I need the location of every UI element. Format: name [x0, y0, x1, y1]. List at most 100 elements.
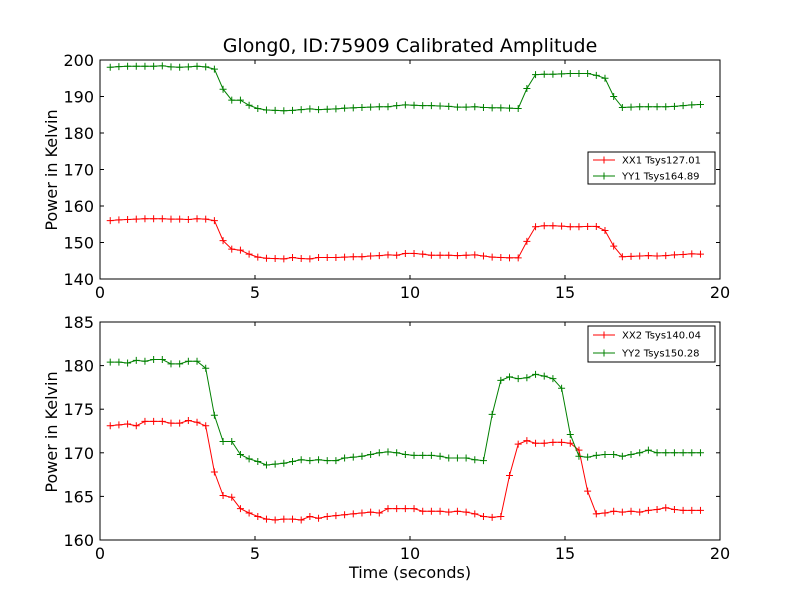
data-point: [410, 505, 418, 513]
data-point: [601, 509, 609, 517]
data-point: [202, 422, 210, 430]
data-point: [306, 105, 314, 113]
data-point: [384, 251, 392, 259]
data-point: [610, 507, 618, 515]
data-point: [662, 504, 670, 512]
data-point: [115, 63, 123, 71]
data-point: [419, 102, 427, 110]
data-point: [236, 96, 244, 104]
data-point: [410, 249, 418, 257]
data-point: [471, 456, 479, 464]
data-point: [653, 252, 661, 260]
data-point: [158, 355, 166, 363]
data-point: [566, 430, 574, 438]
x-tick-label: 15: [555, 283, 575, 302]
data-point: [636, 508, 644, 516]
bottom-axes: 0 5 10 15 20 160 165 170 175 180 185 XX2 Tsys140.04…: [63, 313, 730, 563]
data-point: [558, 222, 566, 230]
data-point: [401, 249, 409, 257]
data-point: [592, 222, 600, 230]
data-point: [462, 103, 470, 111]
data-point: [367, 103, 375, 111]
data-point: [644, 252, 652, 260]
data-point: [124, 359, 132, 367]
data-point: [523, 374, 531, 382]
data-point: [627, 252, 635, 260]
data-point: [167, 360, 175, 368]
data-point: [358, 103, 366, 111]
data-point: [410, 451, 418, 459]
data-point: [349, 510, 357, 518]
data-point: [662, 103, 670, 111]
data-point: [184, 63, 192, 71]
data-point: [670, 251, 678, 259]
data-point: [479, 103, 487, 111]
data-point: [341, 104, 349, 112]
data-point: [566, 439, 574, 447]
data-point: [436, 452, 444, 460]
data-point: [184, 417, 192, 425]
data-point: [627, 103, 635, 111]
series-2: [106, 62, 704, 115]
data-point: [549, 375, 557, 383]
data-point: [228, 437, 236, 445]
data-point: [584, 487, 592, 495]
x-tick-label: 0: [95, 283, 105, 302]
data-point: [610, 93, 618, 100]
data-point: [532, 223, 540, 231]
data-point: [141, 62, 149, 70]
data-point: [653, 103, 661, 111]
data-point: [549, 222, 557, 230]
data-point: [228, 245, 236, 253]
data-point: [141, 417, 149, 425]
data-point: [618, 103, 626, 111]
data-point: [245, 455, 253, 463]
data-point: [297, 456, 305, 464]
data-point: [653, 505, 661, 513]
series-line: [110, 359, 701, 466]
data-point: [245, 509, 253, 517]
data-point: [289, 515, 297, 523]
data-point: [479, 512, 487, 520]
data-point: [627, 507, 635, 515]
data-point: [488, 253, 496, 261]
data-point: [696, 101, 704, 109]
data-point: [349, 453, 357, 461]
data-point: [289, 253, 297, 261]
data-point: [506, 471, 514, 479]
data-point: [332, 512, 340, 520]
data-point: [323, 457, 331, 465]
data-point: [280, 515, 288, 523]
data-point: [653, 449, 661, 457]
data-point: [150, 62, 158, 70]
data-point: [332, 253, 340, 261]
data-point: [219, 492, 227, 500]
data-point: [523, 237, 531, 245]
data-point: [393, 505, 401, 513]
data-point: [558, 438, 566, 446]
data-point: [262, 106, 270, 114]
data-point: [393, 102, 401, 110]
data-point: [262, 515, 270, 523]
data-point: [341, 454, 349, 462]
data-point: [479, 252, 487, 260]
data-point: [254, 458, 262, 466]
x-tick-label: 10: [400, 283, 420, 302]
data-point: [262, 461, 270, 469]
legend-marker: [600, 349, 608, 357]
data-point: [592, 451, 600, 459]
data-point: [584, 453, 592, 461]
data-point: [453, 454, 461, 462]
data-point: [323, 105, 331, 113]
data-point: [670, 102, 678, 110]
data-point: [323, 253, 331, 261]
data-point: [471, 510, 479, 518]
data-point: [193, 357, 201, 365]
data-point: [497, 253, 505, 261]
data-point: [401, 101, 409, 109]
data-point: [401, 505, 409, 513]
data-point: [132, 422, 140, 430]
data-point: [358, 253, 366, 261]
data-point: [575, 70, 583, 78]
data-point: [688, 449, 696, 457]
